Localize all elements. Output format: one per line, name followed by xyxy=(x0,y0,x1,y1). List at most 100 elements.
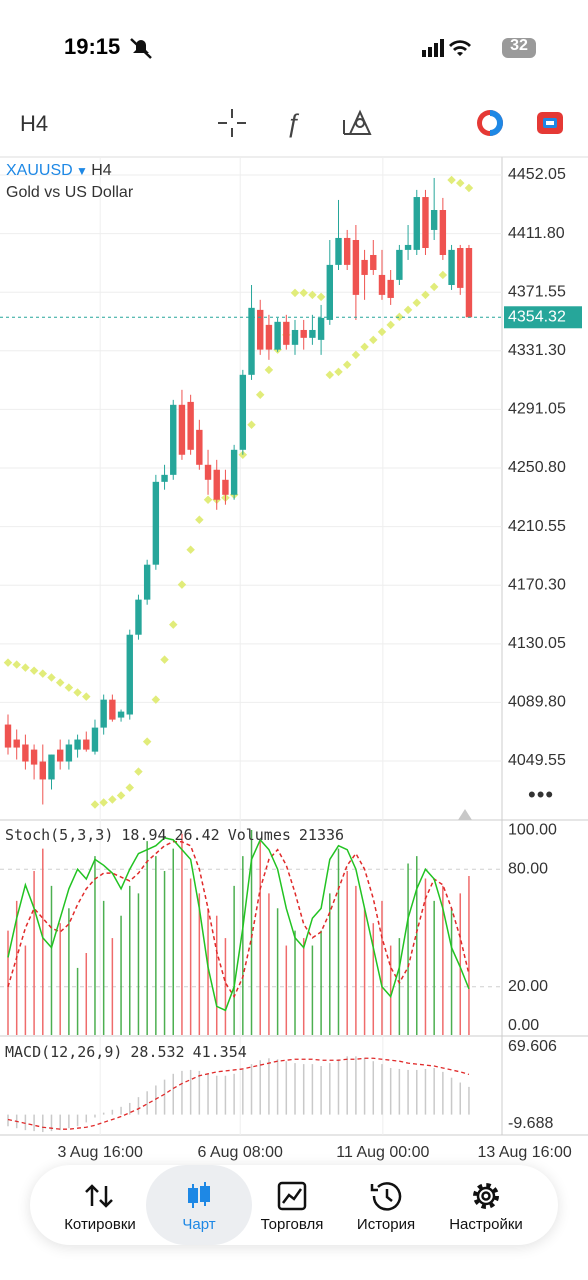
candle-body xyxy=(335,237,342,265)
y-tick-label: 69.606 xyxy=(508,1038,557,1055)
sar-dot xyxy=(203,495,213,504)
candle-body xyxy=(230,449,238,495)
account-icon[interactable] xyxy=(537,112,563,134)
stoch-k-line xyxy=(7,837,470,1012)
sar-dot xyxy=(308,290,317,300)
nav-chart[interactable]: Чарт xyxy=(147,1170,251,1240)
sar-dot xyxy=(247,420,256,430)
candle-body xyxy=(448,249,455,285)
sar-dot xyxy=(456,178,465,188)
sar-dot xyxy=(38,669,48,678)
candle-body xyxy=(361,259,368,275)
nav-quotes[interactable]: Котировки xyxy=(48,1170,152,1240)
y-tick-label: 4170.30 xyxy=(508,576,566,593)
sar-dot xyxy=(438,270,448,280)
timeframe-button[interactable]: H4 xyxy=(20,111,49,136)
sar-dot xyxy=(90,800,100,809)
candle-body xyxy=(39,761,46,780)
y-tick-label: 4452.05 xyxy=(508,166,566,183)
candle-body xyxy=(74,739,81,750)
sar-dot xyxy=(195,515,204,524)
nav-history[interactable]: История xyxy=(334,1170,438,1240)
mute-icon xyxy=(130,38,152,59)
candle-body xyxy=(178,404,186,455)
candle-body xyxy=(370,254,377,270)
header-timeframe: H4 xyxy=(91,162,112,179)
symbol-header: XAUUSD ▼ H4 xyxy=(6,162,112,179)
candle-body xyxy=(422,197,429,249)
sar-dot xyxy=(73,688,82,697)
battery-level: 32 xyxy=(510,37,528,54)
clock: 19:15 xyxy=(64,34,121,59)
sar-dot xyxy=(29,666,39,675)
candle-body xyxy=(413,197,420,250)
candle-body xyxy=(265,324,273,350)
y-tick-label: 4371.55 xyxy=(508,283,566,300)
candle-body xyxy=(13,739,20,748)
candle-body xyxy=(352,239,360,295)
candle-body xyxy=(135,599,142,635)
candle-body xyxy=(291,329,299,345)
candle-body xyxy=(56,749,64,762)
sar-dot xyxy=(421,290,430,300)
indicator-icon[interactable]: ƒ xyxy=(286,108,300,138)
sar-dot xyxy=(125,783,135,792)
candle-body xyxy=(387,279,394,298)
nav-label: Торговля xyxy=(260,1216,324,1233)
sar-dot xyxy=(160,655,169,664)
y-tick-label: 4331.30 xyxy=(508,342,566,359)
stoch-d-line xyxy=(7,841,470,999)
sar-dot xyxy=(447,175,456,185)
nav-active-bg xyxy=(146,1165,252,1245)
y-tick-label: 4250.80 xyxy=(508,459,566,476)
sar-dot xyxy=(55,678,65,687)
candle-body xyxy=(213,469,220,500)
candle-body xyxy=(317,317,325,340)
signal-line xyxy=(7,1057,470,1130)
symbol[interactable]: XAUUSD xyxy=(6,162,73,179)
nav-label: Настройки xyxy=(449,1216,523,1233)
sar-dot xyxy=(12,660,21,669)
candle-body xyxy=(65,744,73,762)
symbol-description: Gold vs US Dollar xyxy=(6,184,134,201)
macd-header: MACD(12,26,9) 28.532 41.354 xyxy=(5,1043,255,1061)
last-price-label: 4354.32 xyxy=(508,308,566,325)
nav-label: История xyxy=(356,1216,416,1233)
volumes-title: Volumes xyxy=(227,826,291,844)
sar-dot xyxy=(395,312,404,322)
sar-dot xyxy=(82,692,91,701)
toolbar-icons: ƒ xyxy=(218,108,563,138)
y-tick-label: 4210.55 xyxy=(508,518,566,535)
y-tick-label: 100.00 xyxy=(508,821,557,838)
candle-body xyxy=(30,749,38,765)
candle-body xyxy=(396,249,403,280)
x-tick-label: 3 Aug 16:00 xyxy=(57,1144,143,1161)
candle-body xyxy=(22,744,29,762)
stoch-title: Stoch(5,3,3) xyxy=(5,826,114,844)
nav-label: Чарт xyxy=(182,1216,216,1233)
more-button[interactable]: ••• xyxy=(528,782,555,807)
sar-dot xyxy=(116,791,126,800)
sar-dot xyxy=(464,183,474,193)
candle-body xyxy=(187,401,194,450)
sar-dot xyxy=(351,350,361,360)
status-icons xyxy=(422,38,536,58)
candle-body xyxy=(100,699,107,728)
sar-dot xyxy=(342,360,352,370)
sar-dot xyxy=(21,663,30,672)
stoch-header: Stoch(5,3,3) 18.94 26.42 Volumes 21336 xyxy=(5,826,352,844)
sar-dot xyxy=(369,335,378,345)
objects-icon[interactable] xyxy=(343,109,372,135)
nav-settings[interactable]: Настройки xyxy=(434,1170,538,1240)
y-tick-label: 20.00 xyxy=(508,978,548,995)
last-price-box xyxy=(504,306,582,329)
sar-dot xyxy=(264,365,274,375)
candle-body xyxy=(465,248,473,318)
sar-dot xyxy=(186,545,195,554)
trade-icon[interactable] xyxy=(477,110,503,136)
sar-dot xyxy=(99,798,108,807)
crosshair-icon[interactable] xyxy=(218,109,246,137)
nav-trade[interactable]: Торговля xyxy=(240,1170,344,1240)
candle-body xyxy=(117,711,125,718)
candle-body xyxy=(48,754,55,780)
